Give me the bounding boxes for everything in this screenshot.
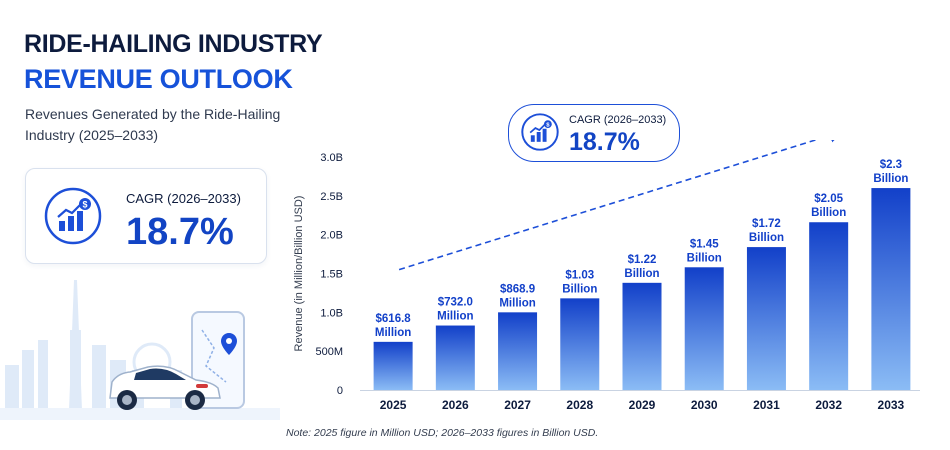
x-tick-label: 2032 — [815, 398, 842, 412]
data-label-value: $1.45 — [690, 238, 719, 250]
data-label-unit: Billion — [873, 173, 908, 185]
svg-text:$: $ — [82, 200, 87, 210]
y-tick-label: 500M — [315, 346, 343, 358]
data-label-unit: Billion — [749, 232, 784, 244]
data-label-value: $616.8 — [376, 313, 412, 325]
bar-2033 — [871, 188, 911, 390]
svg-text:$: $ — [546, 122, 550, 128]
page-title-line1: RIDE-HAILING INDUSTRY — [24, 30, 323, 58]
car-icon — [109, 365, 221, 410]
bar-2028 — [560, 298, 600, 390]
data-label-unit: Billion — [562, 283, 597, 295]
bar-2032 — [809, 222, 849, 390]
city-skyline-icon — [5, 280, 182, 410]
y-axis-title: Revenue (in Million/Billion USD) — [293, 196, 305, 352]
y-tick-label: 1.5B — [320, 269, 343, 281]
page-subtitle: Revenues Generated by the Ride-Hailing I… — [25, 106, 281, 143]
data-label-value: $1.72 — [752, 218, 781, 230]
data-label-unit: Million — [437, 311, 473, 323]
page-title-line2: REVENUE OUTLOOK — [24, 64, 293, 94]
data-label-value: $1.22 — [628, 254, 657, 266]
data-label-unit: Million — [375, 327, 411, 339]
x-tick-label: 2027 — [504, 398, 531, 412]
growth-chart-dollar-icon: $ — [44, 187, 102, 245]
x-tick-label: 2029 — [629, 398, 656, 412]
x-tick-label: 2025 — [380, 398, 407, 412]
data-label-value: $732.0 — [438, 297, 473, 309]
x-tick-label: 2030 — [691, 398, 718, 412]
y-tick-label: 3.0B — [320, 152, 343, 164]
data-label-unit: Billion — [811, 207, 846, 219]
cagr-card: $ CAGR (2026–2033) 18.7% — [25, 168, 267, 264]
x-tick-label: 2033 — [878, 398, 905, 412]
y-tick-label: 2.0B — [320, 230, 343, 242]
data-label-unit: Billion — [687, 252, 722, 264]
bar-2026 — [435, 325, 475, 390]
data-label-value: $2.05 — [814, 193, 843, 205]
x-tick-label: 2028 — [566, 398, 593, 412]
data-label-value: $1.03 — [565, 269, 594, 281]
bar-2025 — [373, 341, 413, 390]
trend-arrow — [398, 140, 844, 271]
cagr-callout-value: 18.7% — [569, 128, 640, 156]
data-label-unit: Billion — [624, 268, 659, 280]
growth-chart-dollar-icon: $ — [521, 113, 559, 151]
revenue-bar-chart: Revenue (in Million/Billion USD) 0 500M 1.0… — [293, 140, 920, 412]
x-tick-label: 2031 — [753, 398, 780, 412]
x-tick-label: 2026 — [442, 398, 469, 412]
cagr-value: 18.7% — [126, 211, 234, 253]
ride-hailing-illustration — [0, 280, 280, 420]
bar-2030 — [684, 267, 724, 390]
bar-2029 — [622, 282, 662, 390]
data-label-value: $2.3 — [880, 159, 902, 171]
data-label-value: $868.9 — [500, 283, 535, 295]
bar-2027 — [498, 312, 538, 390]
cagr-label: CAGR (2026–2033) — [126, 191, 241, 206]
location-pin-icon — [221, 333, 237, 355]
cagr-callout: $ CAGR (2026–2033) 18.7% — [508, 104, 680, 162]
y-tick-label: 1.0B — [320, 307, 343, 319]
footnote: Note: 2025 figure in Million USD; 2026–2… — [286, 427, 599, 439]
y-tick-label: 2.5B — [320, 191, 343, 203]
cagr-callout-label: CAGR (2026–2033) — [569, 114, 667, 126]
y-tick-label: 0 — [337, 385, 343, 397]
bar-2031 — [746, 247, 786, 390]
data-label-unit: Million — [499, 297, 535, 309]
